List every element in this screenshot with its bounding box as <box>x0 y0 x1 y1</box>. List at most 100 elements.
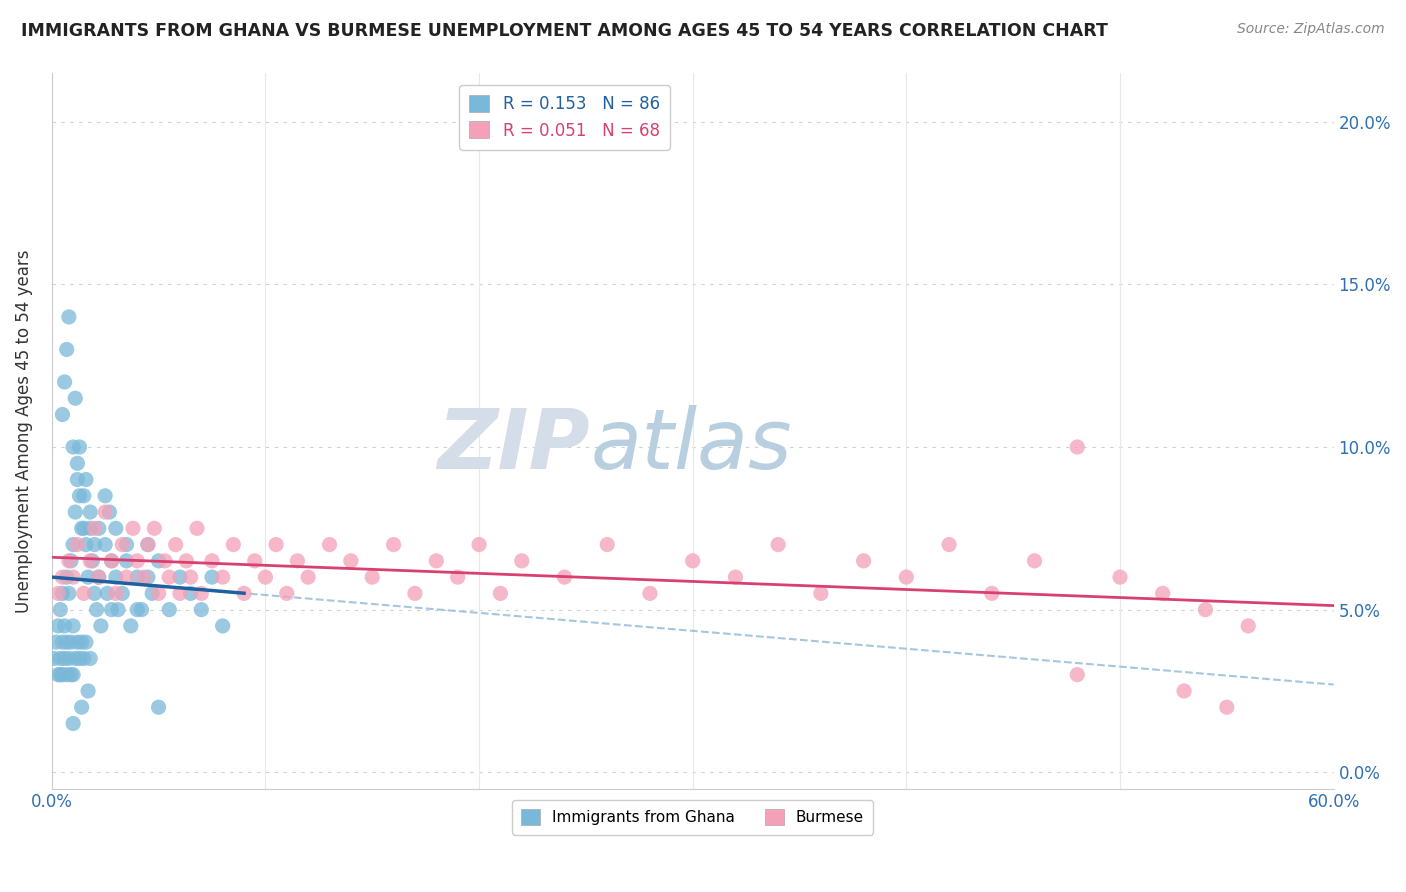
Point <box>1194 602 1216 616</box>
Point <box>65 505 87 519</box>
Point <box>1066 440 1088 454</box>
Point <box>120 619 142 633</box>
Point <box>58 586 80 600</box>
Point <box>131 602 153 616</box>
Text: ZIP: ZIP <box>437 405 591 485</box>
Point <box>468 538 491 552</box>
Point <box>201 554 224 568</box>
Point <box>157 570 180 584</box>
Point <box>100 602 122 616</box>
Y-axis label: Unemployment Among Ages 45 to 54 years: Unemployment Among Ages 45 to 54 years <box>15 249 32 613</box>
Point <box>69 651 91 665</box>
Point <box>51 570 73 584</box>
Point <box>115 570 138 584</box>
Point <box>107 602 129 616</box>
Point <box>553 570 575 584</box>
Point <box>49 667 72 681</box>
Point <box>51 586 73 600</box>
Point <box>94 489 117 503</box>
Point <box>211 570 233 584</box>
Point <box>62 619 84 633</box>
Point <box>938 538 960 552</box>
Point <box>157 602 180 616</box>
Point <box>46 667 69 681</box>
Point <box>96 586 118 600</box>
Point <box>596 538 619 552</box>
Point <box>49 651 72 665</box>
Point <box>1024 554 1046 568</box>
Point <box>45 635 67 649</box>
Point <box>77 684 100 698</box>
Point <box>70 635 93 649</box>
Point <box>169 570 191 584</box>
Point <box>104 521 127 535</box>
Point <box>62 440 84 454</box>
Point <box>276 586 298 600</box>
Point <box>104 586 127 600</box>
Point <box>318 538 340 552</box>
Point <box>79 651 101 665</box>
Point <box>1109 570 1132 584</box>
Point <box>287 554 309 568</box>
Point <box>69 489 91 503</box>
Point <box>62 538 84 552</box>
Point <box>66 538 89 552</box>
Point <box>254 570 277 584</box>
Point <box>510 554 533 568</box>
Point <box>83 586 105 600</box>
Point <box>186 521 208 535</box>
Point <box>233 586 256 600</box>
Point <box>100 554 122 568</box>
Point <box>127 554 149 568</box>
Point <box>1216 700 1239 714</box>
Point <box>79 521 101 535</box>
Point <box>66 456 89 470</box>
Point <box>111 586 134 600</box>
Point <box>340 554 363 568</box>
Point <box>127 570 149 584</box>
Point <box>75 473 97 487</box>
Point <box>153 554 176 568</box>
Point <box>66 635 89 649</box>
Point <box>190 586 212 600</box>
Text: IMMIGRANTS FROM GHANA VS BURMESE UNEMPLOYMENT AMONG AGES 45 TO 54 YEARS CORRELAT: IMMIGRANTS FROM GHANA VS BURMESE UNEMPLO… <box>21 22 1108 40</box>
Point <box>148 554 170 568</box>
Point <box>148 586 170 600</box>
Point <box>70 521 93 535</box>
Point <box>404 586 426 600</box>
Point <box>87 570 110 584</box>
Point <box>55 667 77 681</box>
Point <box>425 554 447 568</box>
Point <box>136 538 159 552</box>
Point <box>59 667 82 681</box>
Point <box>53 619 76 633</box>
Point <box>980 586 1002 600</box>
Point <box>100 554 122 568</box>
Point <box>58 651 80 665</box>
Point <box>53 651 76 665</box>
Point <box>190 602 212 616</box>
Point <box>127 602 149 616</box>
Point <box>62 667 84 681</box>
Point <box>489 586 512 600</box>
Point <box>243 554 266 568</box>
Point <box>75 538 97 552</box>
Point <box>66 473 89 487</box>
Point <box>136 570 159 584</box>
Point <box>143 521 166 535</box>
Point <box>79 505 101 519</box>
Point <box>264 538 287 552</box>
Point <box>55 570 77 584</box>
Point <box>87 570 110 584</box>
Point <box>165 538 187 552</box>
Point <box>87 521 110 535</box>
Point <box>65 651 87 665</box>
Point <box>382 538 405 552</box>
Point <box>810 586 832 600</box>
Point <box>1237 619 1260 633</box>
Point <box>73 489 96 503</box>
Point <box>180 586 202 600</box>
Point <box>55 635 77 649</box>
Point <box>65 391 87 405</box>
Point <box>70 700 93 714</box>
